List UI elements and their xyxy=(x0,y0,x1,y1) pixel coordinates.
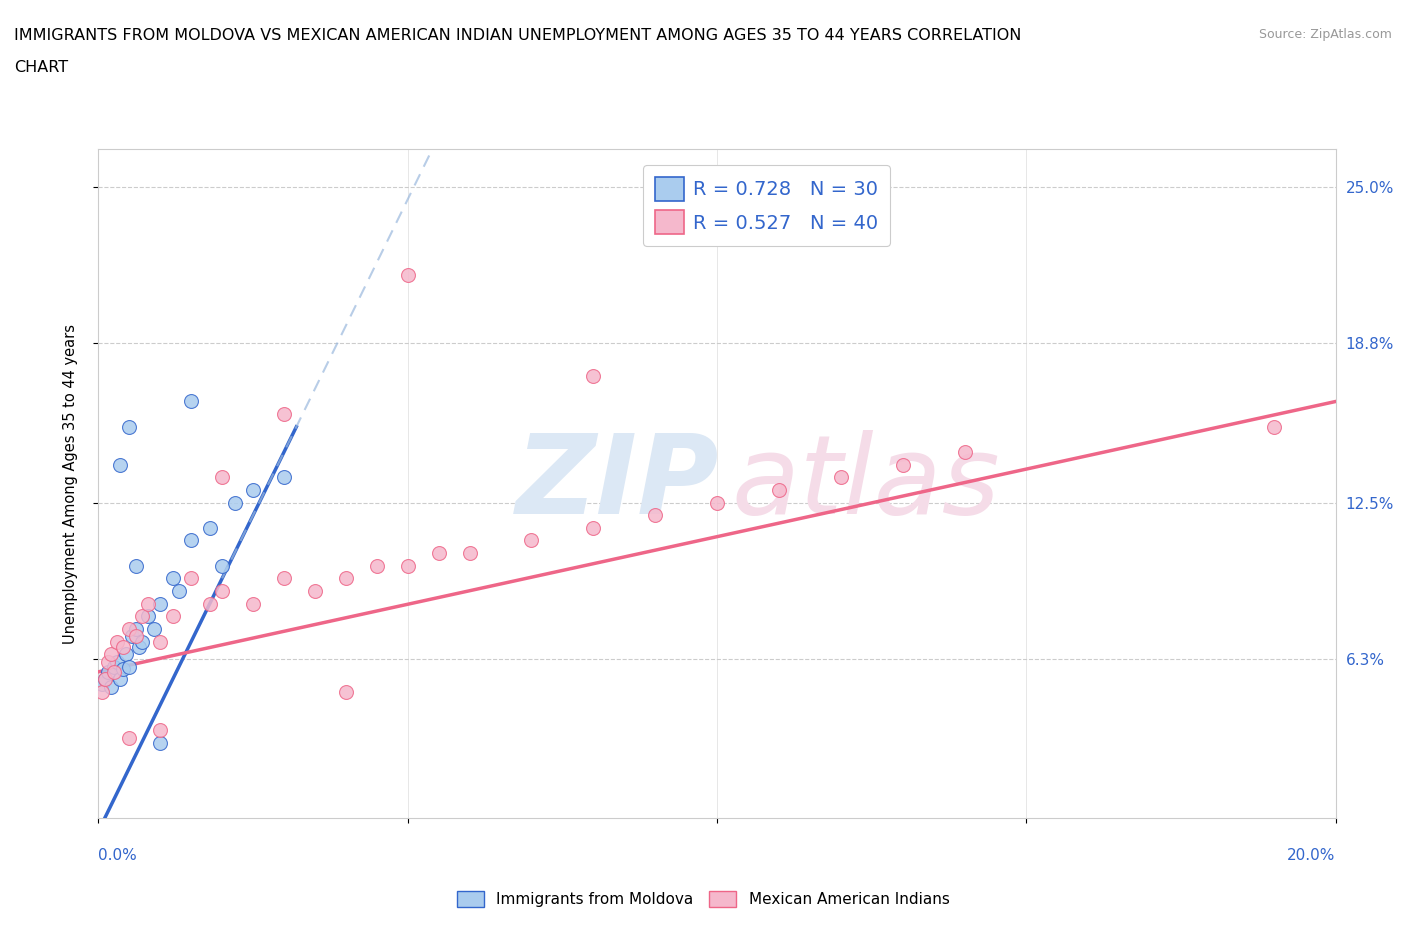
Point xyxy=(273,406,295,421)
Point xyxy=(100,646,122,661)
Point xyxy=(582,521,605,536)
Point xyxy=(273,470,295,485)
Point xyxy=(304,583,326,598)
Point xyxy=(131,609,153,624)
Text: CHART: CHART xyxy=(14,60,67,75)
Text: 0.0%: 0.0% xyxy=(98,848,138,863)
Point xyxy=(335,571,357,586)
Point xyxy=(90,677,112,692)
Point xyxy=(131,634,153,649)
Point xyxy=(335,684,357,699)
Point xyxy=(1263,419,1285,434)
Point xyxy=(162,571,184,586)
Point xyxy=(180,394,202,409)
Point xyxy=(112,662,135,677)
Point xyxy=(118,659,141,674)
Text: 20.0%: 20.0% xyxy=(1288,848,1336,863)
Point xyxy=(396,268,419,283)
Point xyxy=(93,672,115,687)
Point xyxy=(115,646,138,661)
Point xyxy=(97,655,120,670)
Point xyxy=(768,483,790,498)
Legend: R = 0.728   N = 30, R = 0.527   N = 40: R = 0.728 N = 30, R = 0.527 N = 40 xyxy=(643,166,890,246)
Point xyxy=(396,558,419,573)
Y-axis label: Unemployment Among Ages 35 to 44 years: Unemployment Among Ages 35 to 44 years xyxy=(63,324,77,644)
Point xyxy=(273,571,295,586)
Point xyxy=(427,546,450,561)
Point xyxy=(118,730,141,745)
Text: ZIP: ZIP xyxy=(516,430,720,538)
Point xyxy=(211,583,233,598)
Point xyxy=(103,659,125,674)
Point xyxy=(97,664,120,679)
Point xyxy=(143,621,166,636)
Point xyxy=(100,680,122,695)
Point xyxy=(520,533,543,548)
Point xyxy=(242,596,264,611)
Point xyxy=(108,458,131,472)
Point xyxy=(124,629,146,644)
Point xyxy=(180,571,202,586)
Point xyxy=(112,639,135,654)
Point xyxy=(180,533,202,548)
Point xyxy=(458,546,481,561)
Point xyxy=(242,483,264,498)
Point xyxy=(162,609,184,624)
Point xyxy=(93,672,115,687)
Point xyxy=(149,596,172,611)
Text: atlas: atlas xyxy=(731,430,1000,538)
Point xyxy=(198,596,221,611)
Point xyxy=(211,470,233,485)
Point xyxy=(706,495,728,510)
Point xyxy=(136,609,159,624)
Point xyxy=(124,621,146,636)
Point xyxy=(224,495,246,510)
Point xyxy=(167,583,190,598)
Point xyxy=(118,621,141,636)
Point xyxy=(582,369,605,384)
Point xyxy=(953,445,976,459)
Point xyxy=(198,521,221,536)
Point xyxy=(108,672,131,687)
Point xyxy=(121,629,143,644)
Point xyxy=(149,634,172,649)
Point xyxy=(105,655,128,670)
Point xyxy=(149,723,172,737)
Point xyxy=(128,639,150,654)
Text: IMMIGRANTS FROM MOLDOVA VS MEXICAN AMERICAN INDIAN UNEMPLOYMENT AMONG AGES 35 TO: IMMIGRANTS FROM MOLDOVA VS MEXICAN AMERI… xyxy=(14,28,1021,43)
Text: Source: ZipAtlas.com: Source: ZipAtlas.com xyxy=(1258,28,1392,41)
Point xyxy=(891,458,914,472)
Point xyxy=(90,684,112,699)
Point xyxy=(118,419,141,434)
Point xyxy=(103,664,125,679)
Point xyxy=(366,558,388,573)
Point xyxy=(124,558,146,573)
Point xyxy=(105,634,128,649)
Point xyxy=(211,558,233,573)
Point xyxy=(136,596,159,611)
Point xyxy=(149,735,172,750)
Legend: Immigrants from Moldova, Mexican American Indians: Immigrants from Moldova, Mexican America… xyxy=(450,884,956,913)
Point xyxy=(830,470,852,485)
Point xyxy=(644,508,666,523)
